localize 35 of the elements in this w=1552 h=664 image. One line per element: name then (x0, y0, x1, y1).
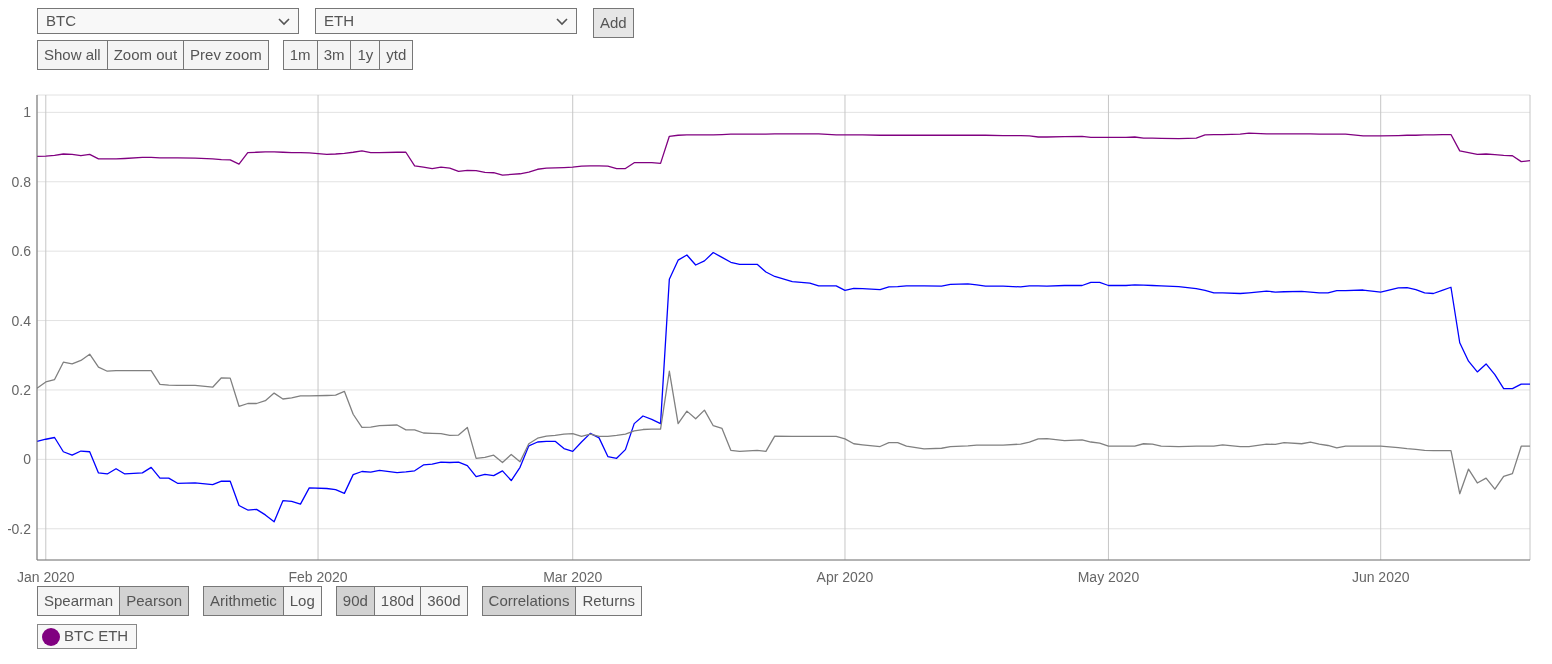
y-tick-label: 0.2 (11, 381, 32, 398)
button: Pearson (119, 587, 189, 615)
button: Spearman (38, 587, 120, 615)
line-series (37, 251, 1530, 523)
x-tick-label: Jun 2020 (1351, 568, 1410, 585)
button: Add (594, 9, 633, 37)
button: 90d (336, 587, 374, 615)
button: Show all (38, 41, 107, 69)
y-tick-label: 0.8 (11, 173, 32, 190)
button: 1m (283, 41, 317, 69)
button: 180d (373, 587, 421, 615)
button: Returns (575, 587, 641, 615)
button: Correlations (482, 587, 576, 615)
legend-label: BTC ETH (64, 627, 129, 644)
button: 360d (420, 587, 467, 615)
button: ytd (379, 41, 413, 69)
button: Prev zoom (183, 41, 268, 69)
button: Zoom out (106, 41, 184, 69)
x-tick-label: Feb 2020 (288, 568, 348, 585)
button: 3m (316, 41, 351, 69)
x-tick-label: Apr 2020 (816, 568, 874, 585)
y-tick-label: 0.4 (11, 312, 32, 329)
button: Log (282, 587, 321, 615)
button: Arithmetic (204, 587, 283, 615)
dropdown: BTC (37, 8, 299, 34)
line-series (37, 132, 1530, 176)
button: 1y (350, 41, 380, 69)
x-tick-label: May 2020 (1077, 568, 1140, 585)
x-tick-label: Mar 2020 (543, 568, 603, 585)
dropdown: ETH (315, 8, 577, 34)
y-tick-label: 0 (23, 451, 32, 468)
y-tick-label: -0.2 (6, 520, 32, 537)
y-tick-label: 1 (23, 104, 32, 121)
x-tick-label: Jan 2020 (16, 568, 75, 585)
y-tick-label: 0.6 (11, 243, 32, 260)
